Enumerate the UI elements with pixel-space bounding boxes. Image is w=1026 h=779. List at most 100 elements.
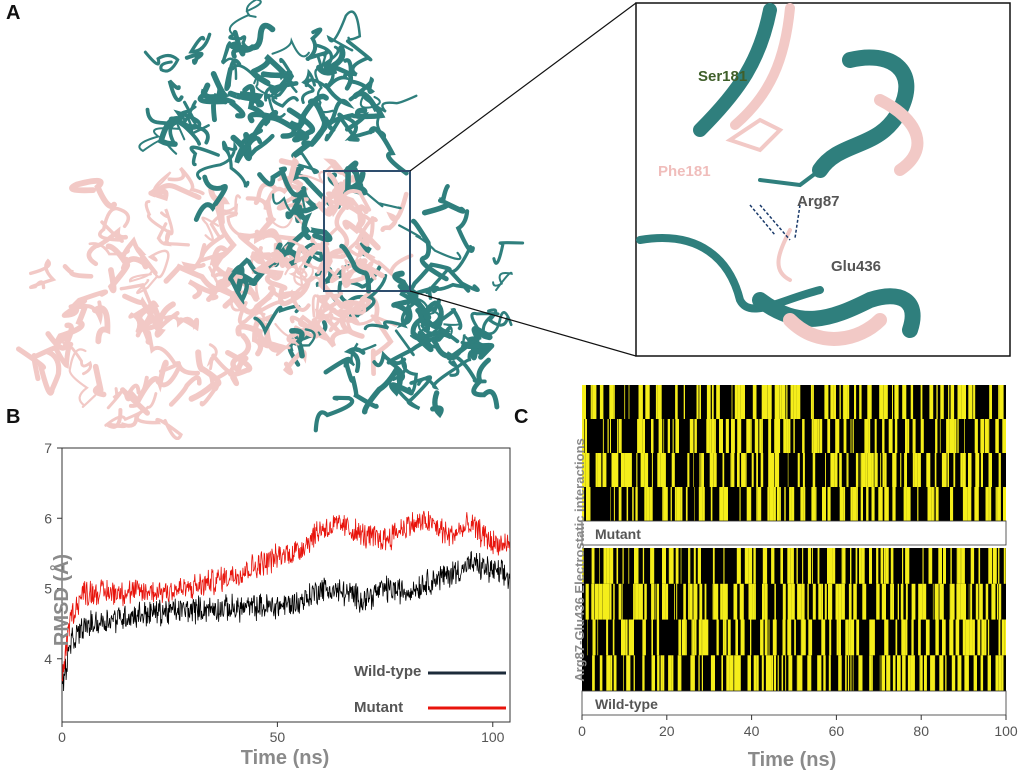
interaction-event	[978, 548, 981, 584]
ribbon-strand	[228, 0, 262, 37]
interaction-event	[634, 548, 639, 584]
ribbon-strand	[209, 211, 251, 241]
interaction-event	[704, 583, 707, 620]
interaction-event	[950, 385, 955, 419]
interaction-event	[801, 619, 806, 656]
interaction-event	[855, 453, 859, 487]
interaction-event	[800, 487, 804, 521]
interaction-event	[587, 619, 588, 656]
interaction-event	[838, 583, 842, 620]
ribbon-strand	[307, 98, 328, 146]
protein-ribbons	[16, 0, 525, 440]
interaction-event	[926, 453, 931, 487]
interaction-event	[929, 385, 934, 419]
interaction-event	[754, 419, 759, 453]
ribbon-strand	[448, 359, 460, 377]
interaction-event	[765, 655, 771, 692]
interaction-event	[689, 548, 691, 584]
interaction-event	[610, 487, 611, 521]
ribbon-strand	[29, 258, 57, 290]
interaction-event	[811, 487, 816, 521]
interaction-event	[655, 583, 656, 620]
interaction-event	[791, 487, 795, 521]
interaction-event	[861, 548, 865, 584]
interaction-event	[613, 655, 617, 692]
interaction-event	[651, 583, 655, 620]
interaction-event	[761, 655, 764, 692]
interaction-event	[747, 655, 751, 692]
interaction-event	[635, 487, 638, 521]
interaction-event	[670, 487, 672, 521]
interaction-event	[616, 453, 619, 487]
interaction-event	[682, 619, 686, 656]
interaction-event	[829, 548, 833, 584]
interaction-event	[712, 548, 715, 584]
interaction-event	[876, 548, 879, 584]
interaction-event	[978, 583, 980, 620]
heatmap-x-tick-label: 20	[659, 723, 675, 739]
ribbon-strand	[163, 314, 200, 332]
interaction-event	[680, 548, 682, 584]
interaction-event	[590, 385, 592, 419]
ribbon-strand	[221, 140, 250, 188]
interaction-event	[871, 453, 874, 487]
interaction-event	[745, 453, 747, 487]
interaction-event	[843, 385, 848, 419]
interaction-event	[996, 487, 998, 521]
interaction-event	[812, 453, 816, 487]
ribbon-strand	[228, 32, 259, 51]
interaction-event	[731, 453, 735, 487]
interaction-event	[597, 453, 602, 487]
interaction-event	[989, 385, 992, 419]
interaction-event	[852, 655, 854, 692]
interaction-event	[634, 583, 636, 620]
interaction-event	[802, 453, 805, 487]
ribbon-strand	[271, 57, 299, 108]
ribbon-strand	[155, 360, 201, 388]
interaction-event	[864, 419, 869, 453]
interaction-event	[949, 419, 951, 453]
interaction-event	[967, 487, 972, 521]
interaction-event	[762, 548, 768, 584]
interaction-event	[671, 655, 674, 692]
interaction-event	[969, 619, 973, 656]
interaction-event	[582, 419, 585, 453]
interaction-event	[668, 655, 672, 692]
ribbon-strand	[148, 183, 202, 202]
ribbon-strand	[136, 300, 176, 345]
interaction-event	[662, 487, 664, 521]
interaction-event	[727, 619, 731, 656]
heatmap-x-tick-label: 60	[829, 723, 845, 739]
interaction-event	[793, 419, 795, 453]
ribbon-strand	[324, 112, 360, 142]
interaction-event	[917, 453, 921, 487]
interaction-event	[968, 385, 973, 419]
interaction-event	[710, 487, 713, 521]
interaction-event	[676, 583, 678, 620]
interaction-event	[880, 453, 882, 487]
interaction-event	[776, 419, 781, 453]
interaction-event	[636, 453, 638, 487]
interaction-event	[607, 419, 609, 453]
interaction-event	[603, 548, 607, 584]
interaction-event	[985, 487, 989, 521]
interaction-event	[630, 619, 634, 656]
interaction-event	[886, 487, 889, 521]
interaction-event	[948, 385, 950, 419]
ribbon-strand	[359, 236, 372, 257]
interaction-event	[638, 385, 643, 419]
ribbon-strand	[289, 315, 319, 339]
interaction-event	[808, 619, 813, 656]
interaction-event	[790, 385, 794, 419]
interaction-event	[597, 619, 599, 656]
interaction-event	[599, 385, 604, 419]
interaction-event	[582, 548, 584, 584]
interaction-event	[866, 487, 869, 521]
interaction-event	[946, 419, 950, 453]
ribbon-strand	[197, 92, 226, 123]
interaction-event	[702, 453, 704, 487]
heatmap-y-axis-label: Arg87-Glu436 Electrostatic interactions	[572, 438, 587, 681]
interaction-event	[842, 385, 844, 419]
interaction-event	[962, 619, 966, 656]
interaction-event	[602, 583, 606, 620]
